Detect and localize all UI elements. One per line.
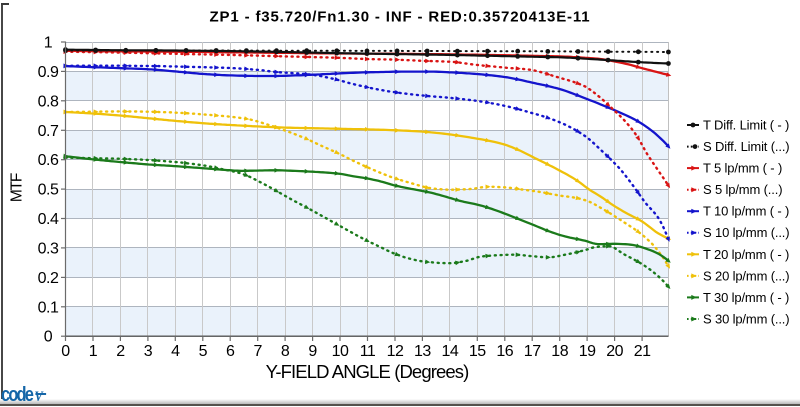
svg-text:19: 19: [579, 343, 596, 360]
svg-text:0.5: 0.5: [38, 182, 59, 199]
svg-text:S 30 lp/mm (...): S 30 lp/mm (...): [703, 312, 789, 327]
svg-text:16: 16: [496, 343, 513, 360]
svg-text:ZP1 - f35.720/Fn1.30 - INF - R: ZP1 - f35.720/Fn1.30 - INF - RED:0.35720…: [210, 9, 591, 26]
svg-text:T 5 lp/mm ( - ): T 5 lp/mm ( - ): [703, 161, 782, 176]
svg-text:12: 12: [387, 343, 404, 360]
svg-text:17: 17: [524, 343, 541, 360]
svg-text:0.3: 0.3: [38, 240, 59, 257]
svg-text:7: 7: [253, 343, 262, 360]
svg-text:0: 0: [44, 329, 53, 346]
svg-text:5: 5: [199, 343, 208, 360]
svg-text:0.8: 0.8: [38, 93, 59, 110]
svg-text:1: 1: [89, 343, 98, 360]
svg-text:T 30 lp/mm ( - ): T 30 lp/mm ( - ): [703, 290, 789, 305]
svg-text:1: 1: [44, 35, 53, 52]
svg-text:Y-FIELD ANGLE (Degrees): Y-FIELD ANGLE (Degrees): [266, 361, 469, 382]
svg-text:20: 20: [606, 343, 623, 360]
svg-text:14: 14: [442, 343, 459, 360]
svg-text:10: 10: [332, 343, 349, 360]
svg-text:6: 6: [226, 343, 235, 360]
svg-text:0.1: 0.1: [38, 299, 59, 316]
svg-text:0.4: 0.4: [38, 211, 59, 228]
svg-text:0.9: 0.9: [38, 64, 59, 81]
svg-text:T 10 lp/mm ( - ): T 10 lp/mm ( - ): [703, 204, 789, 219]
svg-text:S 5 lp/mm (...): S 5 lp/mm (...): [703, 182, 782, 197]
svg-text:9: 9: [308, 343, 317, 360]
svg-text:4: 4: [171, 343, 180, 360]
svg-text:0.7: 0.7: [38, 123, 59, 140]
svg-text:0: 0: [61, 343, 70, 360]
svg-text:0.6: 0.6: [38, 152, 59, 169]
svg-text:18: 18: [551, 343, 568, 360]
svg-text:S 20 lp/mm (...): S 20 lp/mm (...): [703, 268, 789, 283]
svg-text:S Diff. Limit (...): S Diff. Limit (...): [703, 139, 789, 154]
svg-text:MTF: MTF: [9, 173, 26, 202]
svg-text:2: 2: [116, 343, 125, 360]
svg-text:3: 3: [144, 343, 153, 360]
svg-text:21: 21: [634, 343, 651, 360]
svg-text:0.2: 0.2: [38, 270, 59, 287]
svg-text:13: 13: [414, 343, 431, 360]
svg-text:8: 8: [281, 343, 290, 360]
svg-text:S 10 lp/mm (...): S 10 lp/mm (...): [703, 225, 789, 240]
svg-text:15: 15: [469, 343, 486, 360]
svg-text:T Diff. Limit ( - ): T Diff. Limit ( - ): [703, 118, 789, 133]
svg-text:11: 11: [360, 343, 376, 360]
svg-text:T 20 lp/mm ( - ): T 20 lp/mm ( - ): [703, 247, 789, 262]
